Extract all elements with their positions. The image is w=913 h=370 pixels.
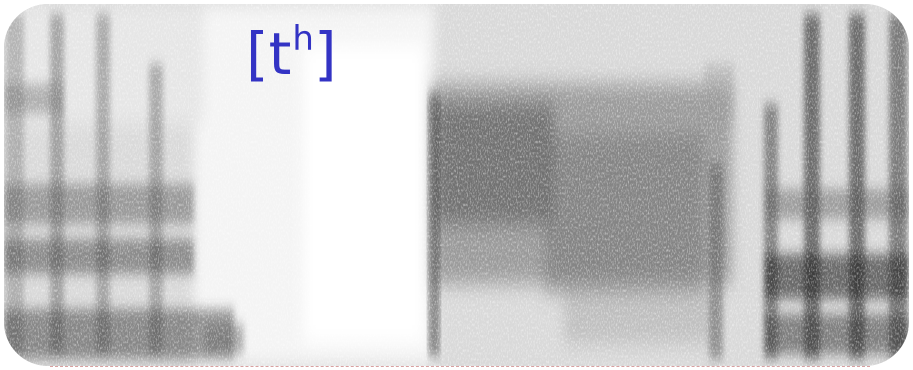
spectrogram-image [4, 4, 909, 366]
baseline-divider [50, 366, 870, 367]
close-bracket: ] [313, 20, 337, 88]
open-bracket: [ [246, 20, 269, 88]
phone-label: [th] [246, 22, 337, 83]
phone-base: t [268, 20, 292, 88]
aspiration-superscript: h [292, 19, 314, 59]
spectrogram-frame: [th] [4, 4, 909, 366]
